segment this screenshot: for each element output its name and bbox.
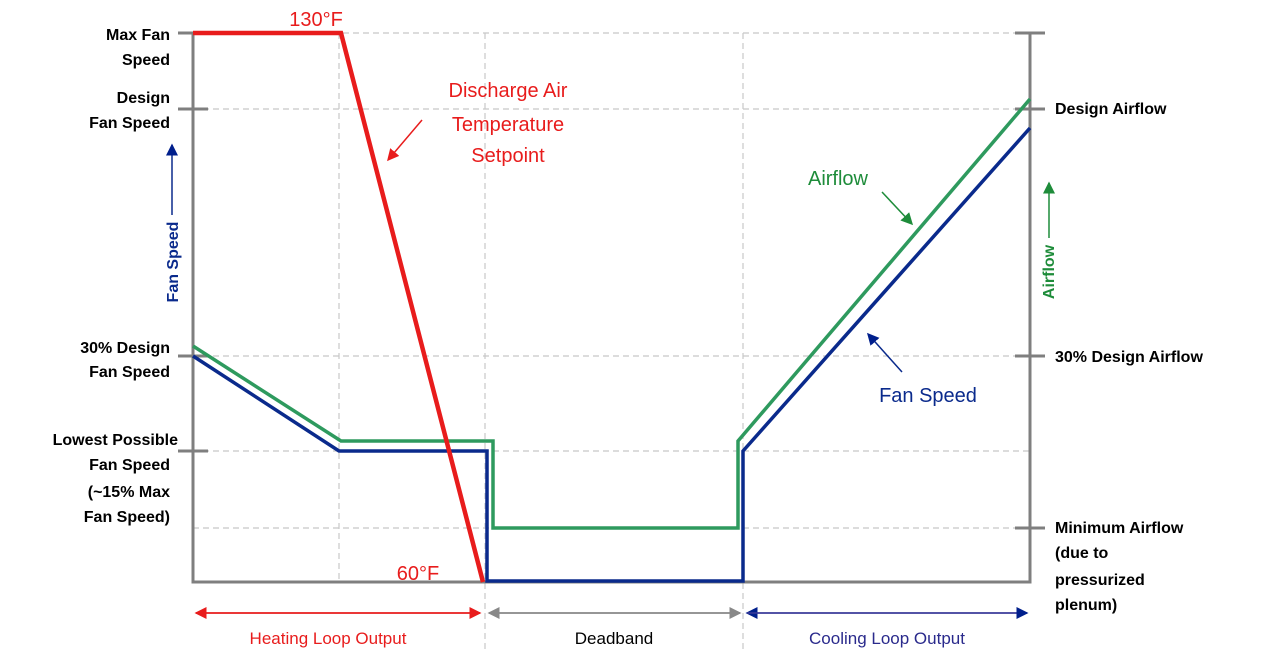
grid (193, 32, 1030, 651)
region-label: Cooling Loop Output (809, 629, 965, 648)
right-axis-title: Airflow (1041, 244, 1058, 299)
left-label: 30% Design Fan Speed (80, 340, 170, 381)
fan-speed-line (192, 126, 1032, 583)
temp-high: 130°F (289, 9, 343, 31)
temp-low: 60°F (397, 563, 439, 585)
annotation-arrow (881, 191, 914, 226)
axes (178, 31, 1045, 584)
setpoint-label: Discharge Air Temperature Setpoint (449, 80, 568, 167)
annotation-arrow (387, 119, 423, 162)
right-label: Design Airflow (1055, 101, 1167, 118)
airflow-label: Airflow (808, 168, 869, 190)
left-label: Lowest Possible Fan Speed (~15% Max Fan Spe… (53, 432, 178, 526)
left-label: Max Fan Speed (106, 27, 170, 69)
left-axis-title: Fan Speed (165, 222, 182, 303)
airflow-line (192, 97, 1032, 530)
right-label: 30% Design Airflow (1055, 349, 1203, 366)
right-label: Minimum Airflow (due to pressurized plenum) (1055, 520, 1184, 614)
fan-speed-label: Fan Speed (879, 385, 977, 407)
setpoint-line (193, 30, 486, 583)
region-label: Heating Loop Output (250, 629, 407, 648)
annotation-arrow (866, 332, 903, 373)
region-label: Deadband (575, 629, 653, 648)
left-label: Design Fan Speed (89, 90, 170, 132)
